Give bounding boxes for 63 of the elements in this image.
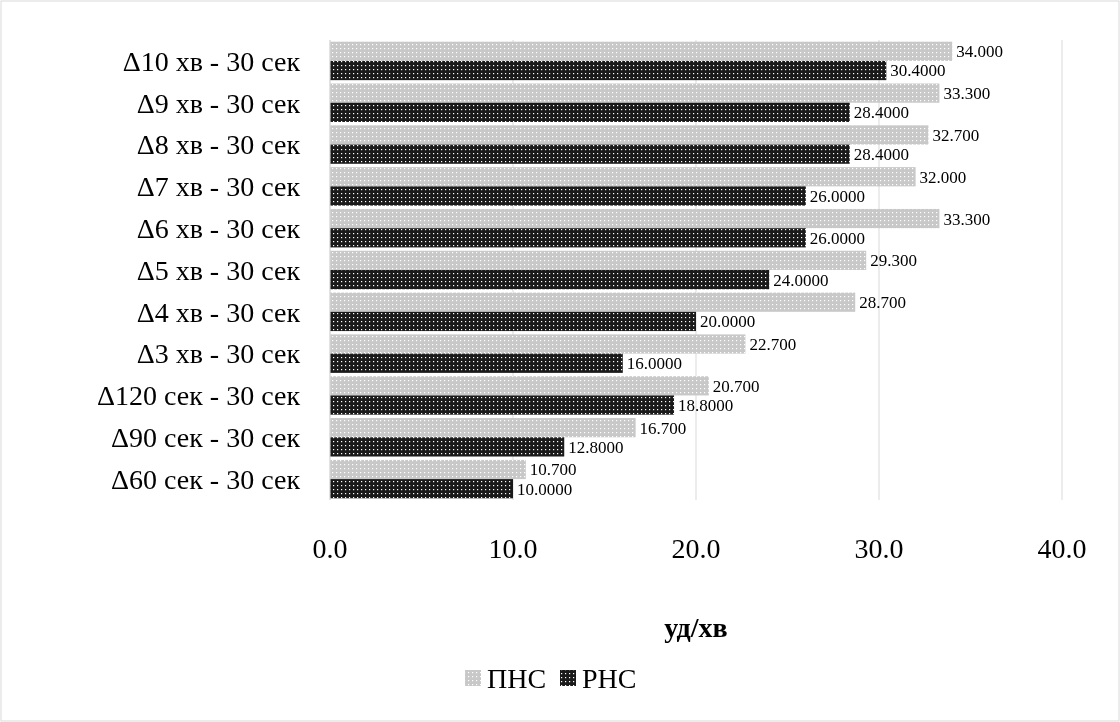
- bar: [330, 292, 856, 312]
- x-tick-label: 10.0: [488, 533, 538, 564]
- y-tick-label: Δ120 сек - 30 сек: [97, 380, 301, 412]
- data-label: 33.300: [943, 209, 991, 229]
- data-label: 24.0000: [773, 270, 829, 290]
- bar: [330, 437, 565, 457]
- y-tick-label: Δ8 хв - 30 сек: [136, 129, 301, 161]
- bar: [330, 250, 867, 270]
- data-label: 32.000: [919, 167, 967, 187]
- bar: [330, 395, 675, 415]
- bar: [330, 311, 696, 332]
- x-tick-label: 20.0: [671, 533, 721, 564]
- data-label: 29.300: [870, 251, 917, 271]
- data-label: 20.700: [712, 376, 760, 396]
- bar: [330, 60, 887, 81]
- data-label: 30.4000: [890, 61, 946, 81]
- y-tick-label: Δ10 хв - 30 сек: [122, 45, 301, 77]
- bar: [330, 83, 940, 103]
- bar: [330, 376, 709, 396]
- data-label: 26.0000: [809, 186, 866, 206]
- data-label: 28.4000: [853, 145, 909, 165]
- data-label: 28.4000: [853, 103, 909, 123]
- y-tick-label: Δ90 сек - 30 сек: [111, 422, 301, 454]
- data-label: 16.700: [639, 418, 687, 438]
- y-tick-label: Δ9 хв - 30 сек: [136, 87, 301, 119]
- bar: [330, 186, 806, 206]
- x-tick-label: 30.0: [854, 533, 904, 564]
- bar: [330, 228, 806, 248]
- bar: [330, 459, 526, 480]
- bar: [330, 102, 850, 122]
- y-tick-label: Δ4 хв - 30 сек: [136, 296, 301, 328]
- data-label: 34.000: [956, 42, 1003, 62]
- y-tick-label: Δ6 хв - 30 сек: [136, 212, 301, 244]
- bar: [330, 353, 623, 373]
- data-label: 28.700: [859, 293, 906, 313]
- x-tick-label: 40.0: [1037, 533, 1087, 564]
- bar: [330, 41, 953, 61]
- data-label: 18.8000: [678, 396, 734, 416]
- data-label: 26.0000: [809, 228, 866, 248]
- data-label: 32.700: [932, 125, 980, 145]
- bar: [330, 479, 513, 499]
- bar: [330, 167, 916, 187]
- bar: [330, 208, 940, 229]
- y-tick-label: Δ3 хв - 30 сек: [136, 338, 301, 370]
- y-tick-label: Δ60 сек - 30 сек: [111, 463, 301, 495]
- data-label: 33.300: [943, 84, 991, 104]
- data-label: 22.700: [749, 334, 797, 354]
- data-label: 12.8000: [568, 437, 624, 457]
- x-axis-title: уд/хв: [664, 612, 728, 643]
- bar: [330, 270, 770, 290]
- data-label: 10.0000: [517, 479, 573, 499]
- bar: [330, 125, 929, 145]
- bar: [330, 418, 636, 438]
- legend-label: РНС: [582, 663, 637, 694]
- legend-label: ПНС: [487, 663, 547, 694]
- bar: [330, 334, 746, 354]
- data-label: 20.0000: [700, 312, 756, 332]
- y-tick-label: Δ7 хв - 30 сек: [136, 171, 301, 203]
- data-label: 10.700: [529, 460, 577, 480]
- bar: [330, 144, 850, 164]
- x-tick-label: 0.0: [312, 533, 348, 564]
- data-label: 16.0000: [626, 354, 683, 374]
- y-tick-label: Δ5 хв - 30 сек: [136, 254, 301, 286]
